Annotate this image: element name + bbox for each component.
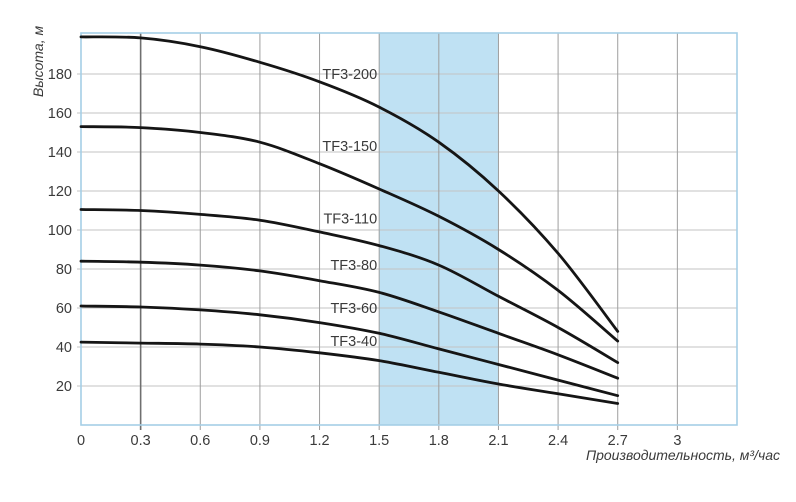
x-tick-label: 0.9 (250, 433, 270, 449)
y-tick-label: 40 (56, 340, 72, 356)
x-tick-label: 2.4 (548, 433, 568, 449)
y-tick-label: 160 (48, 106, 72, 122)
y-tick-label: 80 (56, 262, 72, 278)
pump-curve-tf3-80 (79, 259, 620, 380)
x-axis-title: Производительность, м³/час (585, 447, 780, 463)
y-tick-label: 20 (56, 379, 72, 395)
x-tick-label: 0.6 (190, 433, 210, 449)
curve-label-tf3-60: TF3-60 (330, 301, 377, 317)
x-tick-label: 0 (77, 433, 85, 449)
x-tick-label: 1.5 (369, 433, 389, 449)
plot-border (80, 32, 738, 426)
y-tick-label: 180 (48, 67, 72, 83)
curve-label-tf3-200: TF3-200 (322, 67, 377, 83)
x-tick-label: 3 (673, 433, 681, 449)
y-axis-title: Высота, м (30, 25, 46, 97)
curve-label-tf3-80: TF3-80 (330, 258, 377, 274)
y-tick-label: 60 (56, 301, 72, 317)
pump-curve-tf3-110 (79, 208, 620, 364)
curve-label-tf3-150: TF3-150 (322, 139, 377, 155)
pump-curve-tf3-60 (79, 304, 620, 398)
pump-curve-tf3-150 (79, 125, 620, 343)
y-tick-label: 100 (48, 223, 72, 239)
pump-curve-tf3-200 (79, 35, 620, 333)
curve-label-tf3-40: TF3-40 (330, 334, 377, 350)
y-tick-label: 120 (48, 184, 72, 200)
x-tick-label: 2.1 (488, 433, 508, 449)
x-tick-label: 0.3 (131, 433, 151, 449)
x-tick-label: 2.7 (608, 433, 628, 449)
x-tick-label: 1.8 (429, 433, 449, 449)
x-tick-label: 1.2 (309, 433, 329, 449)
curve-label-tf3-110: TF3-110 (323, 211, 377, 227)
y-tick-label: 140 (48, 145, 72, 161)
pump-curve-tf3-40 (79, 340, 620, 405)
